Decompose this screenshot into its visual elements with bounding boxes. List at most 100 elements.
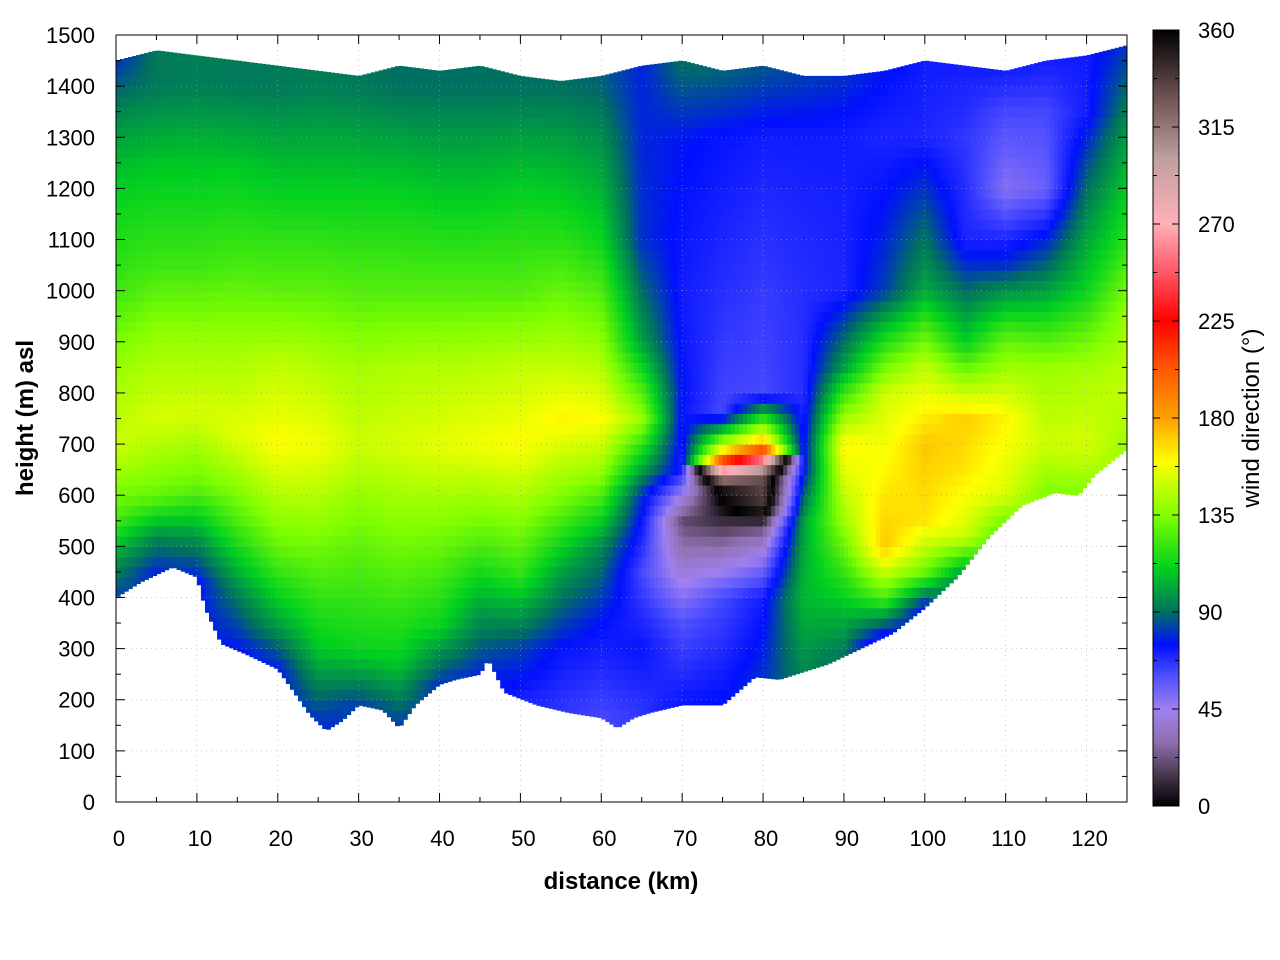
- heatmap-cell: [120, 587, 125, 595]
- heatmap-cell: [362, 566, 368, 578]
- heatmap-cell: [403, 341, 408, 353]
- heatmap-cell: [196, 75, 202, 87]
- heatmap-cell: [350, 167, 356, 179]
- heatmap-cell: [120, 352, 125, 363]
- heatmap-cell: [257, 577, 263, 588]
- heatmap-cell: [314, 321, 319, 333]
- heatmap-cell: [245, 208, 251, 220]
- heatmap-cell: [310, 577, 315, 588]
- heatmap-cell: [237, 423, 242, 435]
- heatmap-cell: [390, 321, 396, 333]
- heatmap-cell: [281, 290, 287, 302]
- heatmap-cell: [342, 96, 348, 108]
- heatmap-cell: [378, 321, 384, 333]
- heatmap-cell: [310, 372, 315, 384]
- heatmap-cell: [374, 300, 380, 312]
- heatmap-cell: [326, 219, 331, 230]
- heatmap-cell: [382, 709, 388, 713]
- heatmap-cell: [350, 86, 356, 97]
- heatmap-cell: [334, 290, 340, 302]
- heatmap-cell: [346, 536, 352, 547]
- heatmap-cell: [374, 546, 380, 558]
- heatmap-cell: [322, 556, 327, 568]
- heatmap-cell: [273, 300, 279, 312]
- heatmap-cell: [302, 577, 307, 588]
- heatmap-cell: [390, 546, 396, 558]
- heatmap-cell: [269, 495, 275, 507]
- heatmap-cell: [277, 341, 283, 353]
- heatmap-cell: [330, 362, 335, 374]
- heatmap-cell: [213, 628, 218, 631]
- heatmap-cell: [188, 423, 194, 435]
- heatmap-cell: [419, 300, 424, 312]
- heatmap-cell: [354, 300, 360, 312]
- heatmap-cell: [293, 219, 299, 230]
- heatmap-cell: [354, 689, 360, 701]
- heatmap-cell: [439, 525, 445, 537]
- heatmap-cell: [403, 556, 408, 568]
- heatmap-cell: [172, 341, 178, 353]
- heatmap-cell: [435, 75, 441, 87]
- heatmap-cell: [156, 50, 162, 57]
- heatmap-cell: [346, 321, 352, 333]
- heatmap-cell: [245, 167, 251, 179]
- heatmap-cell: [168, 167, 174, 179]
- heatmap-cell: [334, 525, 340, 537]
- heatmap-cell: [184, 259, 190, 271]
- heatmap-cell: [160, 382, 166, 394]
- heatmap-cell: [221, 259, 226, 271]
- heatmap-cell: [346, 137, 352, 149]
- heatmap-cell: [423, 597, 428, 609]
- heatmap-cell: [370, 259, 376, 271]
- heatmap-cell: [217, 536, 222, 547]
- heatmap-cell: [386, 433, 392, 445]
- heatmap-cell: [213, 556, 218, 568]
- heatmap-cell: [370, 679, 376, 691]
- heatmap-cell: [370, 617, 376, 629]
- heatmap-cell: [342, 106, 348, 118]
- heatmap-cell: [269, 249, 275, 261]
- heatmap-cell: [144, 55, 149, 67]
- heatmap-cell: [217, 167, 222, 179]
- heatmap-cell: [229, 566, 234, 578]
- heatmap-cell: [443, 679, 449, 684]
- heatmap-cell: [209, 331, 214, 343]
- heatmap-cell: [172, 229, 178, 241]
- heatmap-cell: [265, 331, 271, 343]
- heatmap-cell: [435, 280, 441, 292]
- heatmap-cell: [237, 96, 242, 108]
- heatmap-cell: [403, 392, 408, 404]
- heatmap-cell: [318, 617, 323, 629]
- heatmap-cell: [192, 536, 198, 547]
- heatmap-cell: [285, 331, 291, 343]
- heatmap-cell: [148, 188, 153, 200]
- heatmap-cell: [196, 55, 202, 67]
- heatmap-cell: [180, 341, 186, 353]
- heatmap-cell: [322, 382, 327, 394]
- heatmap-cell: [431, 628, 437, 639]
- heatmap-cell: [168, 96, 174, 108]
- heatmap-cell: [140, 352, 145, 363]
- heatmap-cell: [188, 75, 194, 87]
- heatmap-cell: [273, 311, 279, 322]
- heatmap-cell: [374, 362, 380, 374]
- heatmap-cell: [293, 280, 299, 292]
- heatmap-cell: [221, 280, 226, 292]
- heatmap-cell: [209, 321, 214, 333]
- heatmap-cell: [184, 566, 190, 574]
- heatmap-cell: [289, 86, 295, 97]
- heatmap-cell: [152, 55, 158, 67]
- heatmap-cell: [419, 362, 424, 374]
- heatmap-cell: [120, 116, 125, 128]
- heatmap-cell: [439, 147, 445, 159]
- heatmap-cell: [249, 137, 255, 149]
- heatmap-cell: [342, 617, 348, 629]
- heatmap-cell: [180, 65, 186, 77]
- heatmap-cell: [342, 525, 348, 537]
- heatmap-cell: [120, 444, 125, 455]
- heatmap-cell: [200, 546, 206, 558]
- heatmap-cell: [297, 464, 303, 476]
- heatmap-cell: [451, 444, 457, 455]
- heatmap-cell: [204, 167, 210, 179]
- heatmap-cell: [164, 413, 170, 425]
